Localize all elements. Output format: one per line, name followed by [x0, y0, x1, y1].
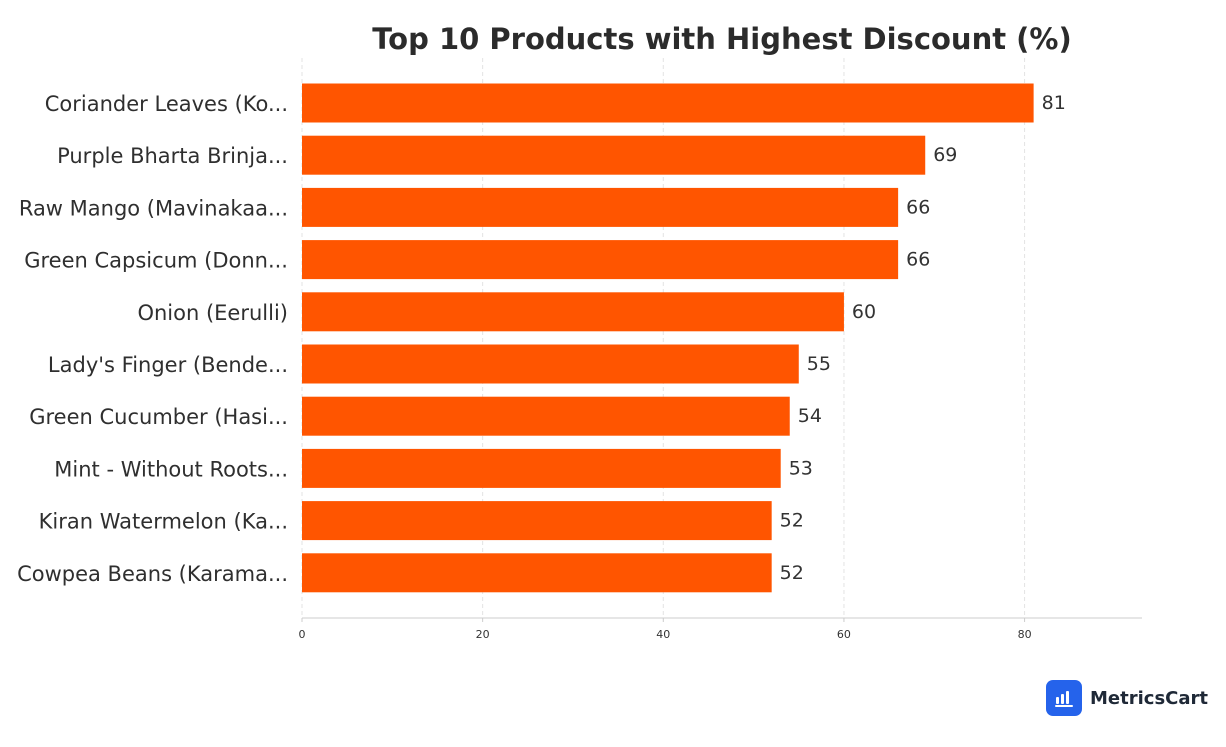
bar	[302, 448, 781, 488]
value-label: 69	[933, 144, 957, 166]
x-tick-label: 0	[299, 628, 306, 641]
value-label: 55	[807, 353, 831, 375]
category-label: Onion (Eerulli)	[137, 301, 288, 325]
bar	[302, 83, 1034, 123]
value-label: 81	[1042, 92, 1066, 114]
value-label: 52	[780, 562, 804, 584]
bars	[302, 83, 1034, 593]
value-label: 66	[906, 249, 930, 271]
category-label: Purple Bharta Brinja...	[57, 144, 288, 168]
category-label: Green Capsicum (Donn...	[24, 249, 288, 273]
bar	[302, 501, 772, 541]
bar-chart-icon	[1046, 680, 1082, 716]
bar	[302, 396, 790, 436]
brand-name: MetricsCart	[1090, 687, 1208, 709]
category-label: Raw Mango (Mavinakaa...	[19, 196, 288, 220]
x-tick-label: 40	[656, 628, 670, 641]
category-label: Mint - Without Roots...	[54, 457, 288, 481]
value-label: 52	[780, 510, 804, 532]
category-label: Green Cucumber (Hasi...	[29, 405, 288, 429]
category-label: Cowpea Beans (Karama...	[17, 562, 288, 586]
bar	[302, 135, 926, 175]
x-axis-ticks: 0 20 40 60 80	[299, 618, 1032, 641]
category-labels: Coriander Leaves (Ko... Purple Bharta Bri…	[17, 92, 288, 586]
category-label: Lady's Finger (Bende...	[48, 353, 288, 377]
bar	[302, 344, 799, 384]
value-label: 66	[906, 196, 930, 218]
category-label: Kiran Watermelon (Ka...	[39, 510, 288, 534]
x-tick-label: 20	[476, 628, 490, 641]
bar	[302, 292, 844, 332]
x-tick-label: 80	[1018, 628, 1032, 641]
bar	[302, 553, 772, 593]
chart-title: Top 10 Products with Highest Discount (%…	[372, 22, 1072, 56]
value-labels: 81 69 66 66 60 55 54 53 52 52	[780, 92, 1066, 584]
category-label: Coriander Leaves (Ko...	[45, 92, 288, 116]
bar	[302, 240, 899, 280]
value-label: 60	[852, 301, 876, 323]
brand-logo: MetricsCart	[1046, 680, 1208, 716]
value-label: 54	[798, 405, 822, 427]
value-label: 53	[789, 457, 813, 479]
bar	[302, 187, 899, 227]
x-tick-label: 60	[837, 628, 851, 641]
